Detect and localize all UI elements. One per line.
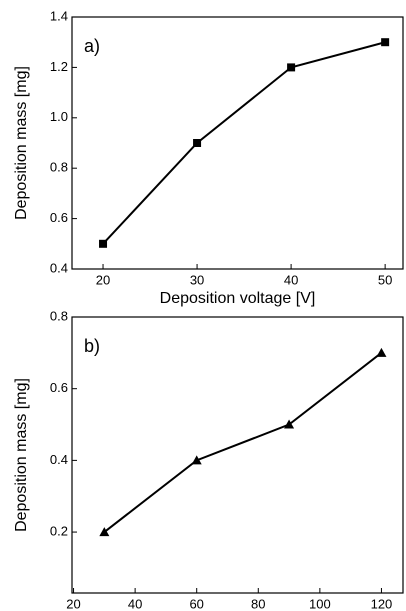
marker — [99, 527, 110, 537]
x-axis-label: Deposition voltage [V] — [160, 290, 316, 307]
y-tick-label: 0.2 — [50, 524, 68, 539]
x-tick-label: 100 — [309, 596, 331, 611]
line — [102, 41, 386, 245]
marker — [376, 347, 387, 357]
x-tick-label: 40 — [128, 596, 142, 611]
plot-frame — [71, 316, 404, 594]
x-tick-label: 20 — [66, 596, 80, 611]
x-tick-label: 120 — [371, 596, 393, 611]
marker — [193, 139, 202, 147]
annotation: b) — [84, 336, 100, 356]
y-tick-label: 0.4 — [50, 452, 68, 467]
x-tick-label: 80 — [251, 596, 265, 611]
x-tick-label: 60 — [189, 596, 203, 611]
marker — [99, 239, 108, 248]
x-tick-label: 20 — [96, 272, 110, 287]
y-tick-label: 0.6 — [50, 210, 68, 225]
y-tick-label: 0.6 — [50, 380, 68, 395]
annotation: a) — [84, 36, 100, 56]
y-tick-label: 1.0 — [50, 109, 68, 124]
x-tick-label: 30 — [190, 272, 204, 287]
marker — [191, 455, 202, 465]
y-axis-label: Deposition mass [mg] — [13, 378, 30, 532]
marker — [284, 419, 295, 429]
y-tick-label: 1.2 — [50, 59, 68, 74]
y-axis-label: Deposition mass [mg] — [13, 66, 30, 220]
line — [103, 352, 383, 533]
marker — [287, 63, 296, 72]
y-tick-label: 0.8 — [50, 308, 68, 323]
y-tick-label: 1.4 — [50, 8, 68, 23]
y-tick-label: 0.8 — [50, 160, 68, 175]
y-tick-label: 0.4 — [50, 260, 68, 275]
x-tick-label: 40 — [284, 272, 298, 287]
x-tick-label: 50 — [378, 272, 392, 287]
plot-frame — [71, 16, 404, 270]
marker — [381, 38, 390, 47]
